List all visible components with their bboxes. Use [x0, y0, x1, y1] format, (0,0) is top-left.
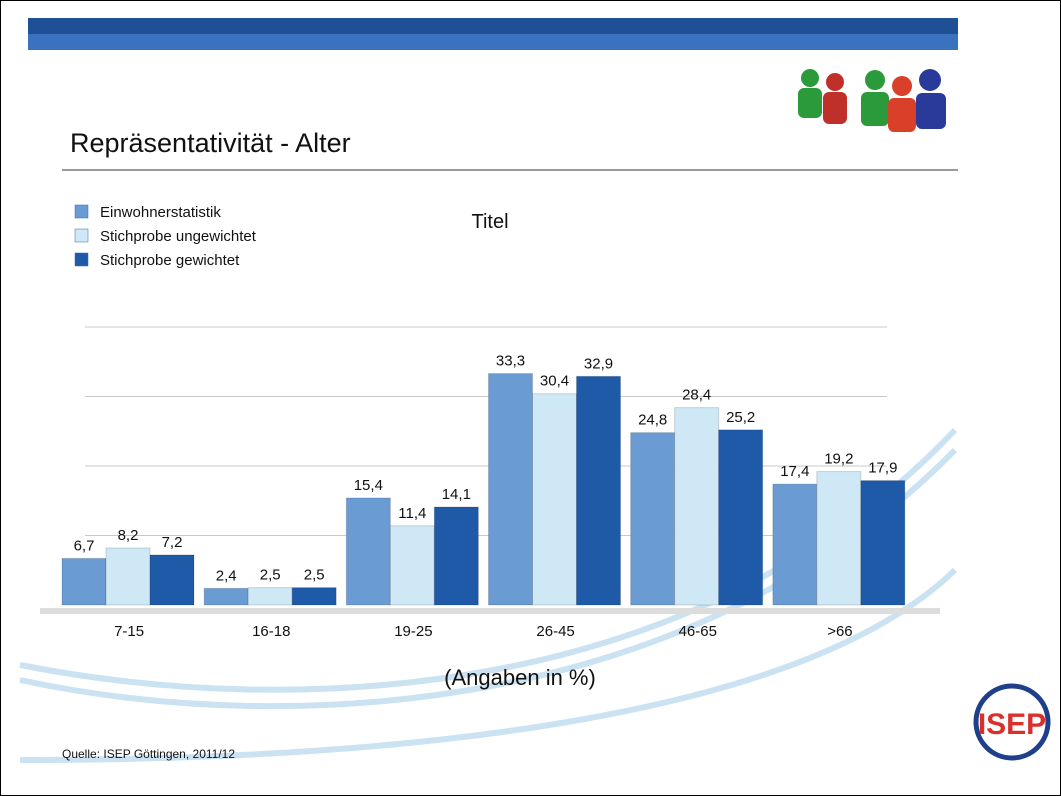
value-label: 24,8 [638, 412, 667, 429]
bar [773, 484, 817, 605]
source: Quelle: ISEP Göttingen, 2011/12 [62, 747, 235, 761]
x-tick-label: 46-65 [679, 623, 717, 640]
bar [292, 588, 336, 605]
chart-title: Titel [471, 211, 508, 233]
x-tick-label: 26-45 [536, 623, 574, 640]
legend-label: Einwohnerstatistik [100, 204, 221, 221]
bar [817, 472, 861, 605]
value-label: 28,4 [682, 387, 711, 404]
value-label: 25,2 [726, 409, 755, 426]
value-label: 14,1 [442, 486, 471, 503]
value-label: 17,9 [868, 460, 897, 477]
bar [204, 588, 248, 605]
bar [248, 588, 292, 605]
bar [150, 555, 194, 605]
value-label: 19,2 [824, 451, 853, 468]
value-label: 11,4 [398, 505, 426, 522]
bar [62, 558, 106, 605]
bar [106, 548, 150, 605]
value-label: 17,4 [780, 463, 809, 480]
bar [631, 433, 675, 605]
bar [577, 376, 621, 605]
value-label: 2,5 [304, 567, 325, 584]
value-label: 7,2 [162, 534, 183, 551]
bar [434, 507, 478, 605]
value-label: 8,2 [118, 527, 139, 544]
bar [390, 526, 434, 605]
value-label: 2,4 [216, 567, 237, 584]
isep-logo: ISEP [976, 686, 1048, 758]
slide-title: Repräsentativität - Alter [70, 128, 351, 158]
legend-label: Stichprobe ungewichtet [100, 228, 257, 245]
value-label: 30,4 [540, 373, 569, 390]
value-label: 2,5 [260, 567, 281, 584]
slide: Repräsentativität - Alter Titel Einwohner… [0, 0, 1061, 796]
legend-swatch [75, 253, 88, 266]
legend-label: Stichprobe gewichtet [100, 252, 240, 269]
value-label: 15,4 [354, 477, 383, 494]
x-tick-label: >66 [827, 623, 852, 640]
value-label: 6,7 [74, 537, 95, 554]
bar [719, 430, 763, 605]
value-label: 33,3 [496, 353, 525, 370]
bar [533, 394, 577, 605]
header-bar [28, 18, 958, 34]
bar [675, 408, 719, 605]
x-axis-label: (Angaben in %) [444, 665, 596, 690]
x-tick-label: 7-15 [114, 623, 144, 640]
bar [346, 498, 390, 605]
logo-text: ISEP [978, 708, 1046, 741]
legend-swatch [75, 229, 88, 242]
bar [861, 481, 905, 605]
header-bar-light [28, 34, 958, 50]
x-tick-label: 16-18 [252, 623, 290, 640]
bar [489, 374, 533, 605]
x-tick-label: 19-25 [394, 623, 432, 640]
legend-swatch [75, 205, 88, 218]
value-label: 32,9 [584, 355, 613, 372]
